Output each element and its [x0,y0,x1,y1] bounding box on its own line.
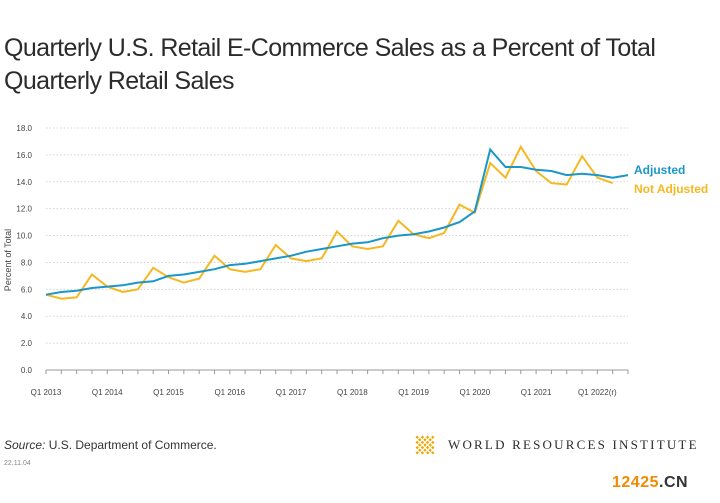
x-tick-label: Q1 2014 [92,388,123,397]
line-chart: 0.0 2.0 4.0 6.0 8.0 10.0 12.0 14.0 16.0 18.0 Q1 2… [3,124,708,397]
logo-dot [425,445,430,450]
x-tick-label: Q1 2022(r) [578,388,617,397]
logo-dot [431,435,435,439]
logo-dot [428,443,432,447]
logo-dot [428,438,432,442]
grid-lines [46,127,628,371]
logo-dot [418,448,422,452]
logo-dot [415,440,419,445]
logo-dot [425,435,430,439]
series-line-not-adjusted [45,144,614,300]
logo-dot [431,445,435,450]
logo-dot [420,435,425,439]
logo-dot [420,451,425,455]
wri-name: WORLD RESOURCES INSTITUTE [448,437,699,452]
source-label: Source: [4,438,46,452]
logo-dot [431,440,435,445]
series-line-adjusted [45,147,629,296]
y-tick-label: 0.0 [21,366,33,375]
wri-brand: WORLD RESOURCES INSTITUTE [412,432,699,458]
logo-dot [418,443,422,447]
y-tick-label: 18.0 [16,124,32,133]
logo-dot [428,448,432,452]
legend-adjusted: Adjusted [634,163,685,177]
y-tick-label: 14.0 [16,178,32,187]
logo-dot [418,438,422,442]
logo-dot [423,448,427,452]
logo-dot [423,438,427,442]
x-tick-label: Q1 2015 [153,388,184,397]
x-axis-ticks: Q1 2013 Q1 2014 Q1 2015 Q1 2016 Q1 2017 Q1 20… [31,370,629,397]
logo-dot [420,445,425,450]
y-axis-label: Percent of Total [3,229,13,291]
watermark-suffix: .CN [659,474,689,491]
logo-dot [415,435,419,439]
y-tick-label: 8.0 [21,258,33,267]
x-tick-label: Q1 2018 [337,388,368,397]
y-tick-label: 2.0 [21,339,33,348]
logo-dot [431,451,435,455]
x-tick-label: Q1 2020 [459,388,490,397]
logo-dot [415,451,419,455]
chart-title: Quarterly U.S. Retail E-Commerce Sales a… [4,34,656,95]
source-text: U.S. Department of Commerce. [45,438,217,452]
y-tick-label: 16.0 [16,151,32,160]
logo-dot [425,451,430,455]
wri-logo-icon [415,435,435,455]
watermark: 12425.CN [612,474,688,492]
y-tick-label: 4.0 [21,312,33,321]
chart-code: 22.11.04 [4,460,31,467]
y-axis-ticks: 0.0 2.0 4.0 6.0 8.0 10.0 12.0 14.0 16.0 18.0 [16,124,32,375]
logo-dot [420,440,425,445]
y-tick-label: 10.0 [16,232,32,241]
x-tick-label: Q1 2021 [521,388,552,397]
source-note: Source: U.S. Department of Commerce. [4,438,217,452]
logo-dot [415,445,419,450]
y-tick-label: 6.0 [21,285,33,294]
x-tick-label: Q1 2013 [31,388,62,397]
x-tick-label: Q1 2016 [214,388,245,397]
x-tick-label: Q1 2017 [276,388,307,397]
legend-not-adjusted: Not Adjusted [634,182,708,196]
logo-dot [425,440,430,445]
watermark-main: 12425 [612,474,659,491]
y-tick-label: 12.0 [16,205,32,214]
logo-dot [423,443,427,447]
x-tick-label: Q1 2019 [398,388,429,397]
